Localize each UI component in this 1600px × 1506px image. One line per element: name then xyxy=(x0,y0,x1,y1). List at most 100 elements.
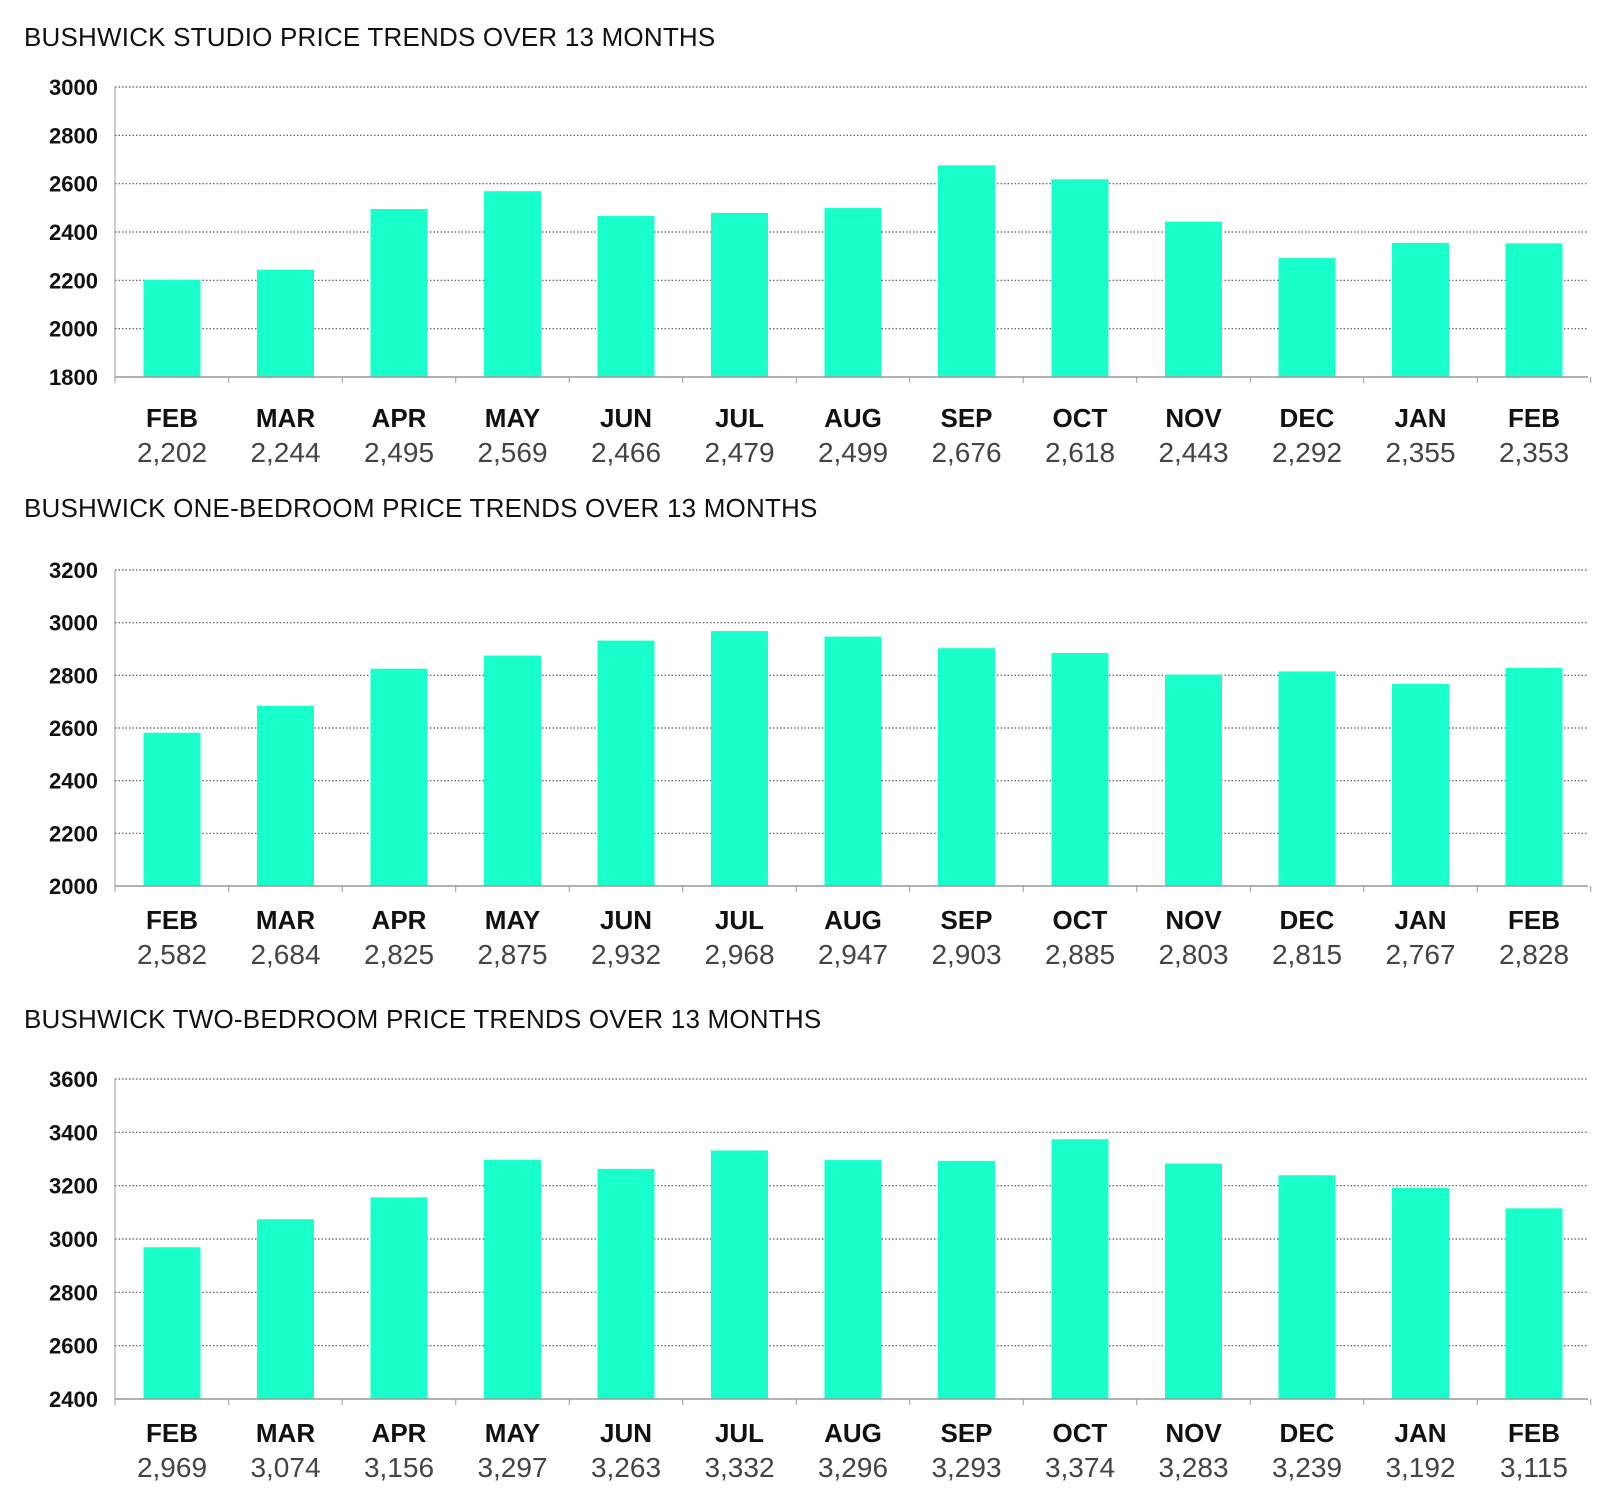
studio-value-label: 2,292 xyxy=(1272,437,1342,468)
studio-category-label: DEC xyxy=(1280,403,1335,433)
one-bedroom-bar-8 xyxy=(938,648,995,886)
two-bedroom-y-tick-label: 3400 xyxy=(49,1120,98,1145)
studio-value-label: 2,676 xyxy=(931,437,1001,468)
one-bedroom-chart-title: BUSHWICK ONE-BEDROOM PRICE TRENDS OVER 1… xyxy=(24,493,818,523)
two-bedroom-bar-1 xyxy=(143,1247,201,1399)
studio-bar-7 xyxy=(824,208,882,377)
one-bedroom-value-label: 2,803 xyxy=(1158,939,1228,970)
studio-y-tick-label: 3000 xyxy=(49,75,98,100)
studio-y-tick-label: 2000 xyxy=(49,317,98,342)
studio-value-label: 2,499 xyxy=(818,437,888,468)
two-bedroom-category-label: SEP xyxy=(940,1418,992,1448)
studio-category-label: SEP xyxy=(940,403,992,433)
one-bedroom-value-label: 2,815 xyxy=(1272,939,1342,970)
one-bedroom-category-label: JUN xyxy=(600,905,652,935)
two-bedroom-value-label: 3,283 xyxy=(1158,1452,1228,1483)
one-bedroom-bar-11 xyxy=(1278,671,1336,886)
one-bedroom-category-label: FEB xyxy=(146,905,198,935)
two-bedroom-value-label: 3,156 xyxy=(364,1452,434,1483)
two-bedroom-value-label: 3,074 xyxy=(250,1452,320,1483)
two-bedroom-value-label: 3,293 xyxy=(931,1452,1001,1483)
studio-bar-2 xyxy=(257,269,314,377)
one-bedroom-bar-5 xyxy=(597,640,655,886)
studio-value-label: 2,466 xyxy=(591,437,661,468)
two-bedroom-y-tick-label: 2600 xyxy=(49,1334,98,1359)
studio-value-label: 2,569 xyxy=(477,437,547,468)
two-bedroom-y-tick-label: 2800 xyxy=(49,1280,98,1305)
studio-value-label: 2,202 xyxy=(137,437,207,468)
one-bedroom-value-label: 2,968 xyxy=(704,939,774,970)
one-bedroom-category-label: JUL xyxy=(715,905,764,935)
one-bedroom-category-label: OCT xyxy=(1053,905,1108,935)
two-bedroom-bar-2 xyxy=(257,1219,314,1399)
one-bedroom-value-label: 2,828 xyxy=(1499,939,1569,970)
one-bedroom-y-tick-label: 2000 xyxy=(49,874,98,899)
two-bedroom-y-tick-label: 3000 xyxy=(49,1227,98,1252)
studio-category-label: JAN xyxy=(1394,403,1446,433)
one-bedroom-bar-7 xyxy=(824,636,882,886)
two-bedroom-chart-title: BUSHWICK TWO-BEDROOM PRICE TRENDS OVER 1… xyxy=(24,1004,821,1034)
two-bedroom-category-label: OCT xyxy=(1053,1418,1108,1448)
one-bedroom-y-tick-label: 2200 xyxy=(49,821,98,846)
studio-category-label: OCT xyxy=(1053,403,1108,433)
two-bedroom-value-label: 3,332 xyxy=(704,1452,774,1483)
one-bedroom-value-label: 2,875 xyxy=(477,939,547,970)
one-bedroom-bar-1 xyxy=(143,732,201,886)
one-bedroom-category-label: JAN xyxy=(1394,905,1446,935)
two-bedroom-value-label: 3,374 xyxy=(1045,1452,1115,1483)
studio-bar-3 xyxy=(370,209,428,377)
studio-y-tick-label: 2400 xyxy=(49,220,98,245)
one-bedroom-value-label: 2,932 xyxy=(591,939,661,970)
two-bedroom-y-tick-label: 3600 xyxy=(49,1067,98,1092)
studio-bar-12 xyxy=(1392,242,1449,377)
one-bedroom-value-label: 2,767 xyxy=(1385,939,1455,970)
one-bedroom-price-chart: BUSHWICK ONE-BEDROOM PRICE TRENDS OVER 1… xyxy=(24,493,1592,970)
two-bedroom-bar-3 xyxy=(370,1197,428,1399)
one-bedroom-y-tick-label: 2600 xyxy=(49,716,98,741)
studio-value-label: 2,443 xyxy=(1158,437,1228,468)
studio-category-label: JUN xyxy=(600,403,652,433)
two-bedroom-value-label: 3,115 xyxy=(1500,1452,1568,1483)
two-bedroom-value-label: 3,297 xyxy=(477,1452,547,1483)
one-bedroom-bar-6 xyxy=(711,631,768,886)
one-bedroom-bar-9 xyxy=(1051,652,1109,886)
two-bedroom-bar-5 xyxy=(597,1168,655,1399)
two-bedroom-value-label: 3,263 xyxy=(591,1452,661,1483)
one-bedroom-value-label: 2,684 xyxy=(250,939,320,970)
studio-chart-title: BUSHWICK STUDIO PRICE TRENDS OVER 13 MON… xyxy=(24,22,715,52)
one-bedroom-value-label: 2,582 xyxy=(137,939,207,970)
one-bedroom-category-label: NOV xyxy=(1165,905,1222,935)
studio-category-label: JUL xyxy=(715,403,764,433)
two-bedroom-category-label: FEB xyxy=(146,1418,198,1448)
two-bedroom-value-label: 2,969 xyxy=(137,1452,207,1483)
one-bedroom-category-label: SEP xyxy=(940,905,992,935)
one-bedroom-bar-3 xyxy=(370,668,428,886)
studio-y-tick-label: 1800 xyxy=(49,365,98,390)
two-bedroom-bar-8 xyxy=(938,1160,995,1399)
two-bedroom-category-label: APR xyxy=(372,1418,427,1448)
studio-value-label: 2,618 xyxy=(1045,437,1115,468)
one-bedroom-category-label: MAY xyxy=(485,905,540,935)
studio-y-tick-label: 2800 xyxy=(49,123,98,148)
studio-value-label: 2,495 xyxy=(364,437,434,468)
studio-category-label: MAY xyxy=(485,403,540,433)
one-bedroom-bar-2 xyxy=(257,705,314,886)
two-bedroom-bar-7 xyxy=(824,1160,882,1399)
one-bedroom-bar-10 xyxy=(1165,674,1222,886)
two-bedroom-category-label: NOV xyxy=(1165,1418,1222,1448)
studio-bar-5 xyxy=(597,216,655,377)
studio-value-label: 2,479 xyxy=(704,437,774,468)
two-bedroom-value-label: 3,296 xyxy=(818,1452,888,1483)
studio-price-chart: BUSHWICK STUDIO PRICE TRENDS OVER 13 MON… xyxy=(24,22,1592,468)
studio-category-label: FEB xyxy=(1508,403,1560,433)
two-bedroom-category-label: JAN xyxy=(1394,1418,1446,1448)
one-bedroom-value-label: 2,903 xyxy=(931,939,1001,970)
one-bedroom-value-label: 2,825 xyxy=(364,939,434,970)
two-bedroom-bar-9 xyxy=(1051,1139,1109,1399)
one-bedroom-bar-13 xyxy=(1505,667,1563,886)
two-bedroom-y-tick-label: 3200 xyxy=(49,1174,98,1199)
two-bedroom-category-label: FEB xyxy=(1508,1418,1560,1448)
two-bedroom-category-label: JUN xyxy=(600,1418,652,1448)
studio-value-label: 2,355 xyxy=(1385,437,1455,468)
